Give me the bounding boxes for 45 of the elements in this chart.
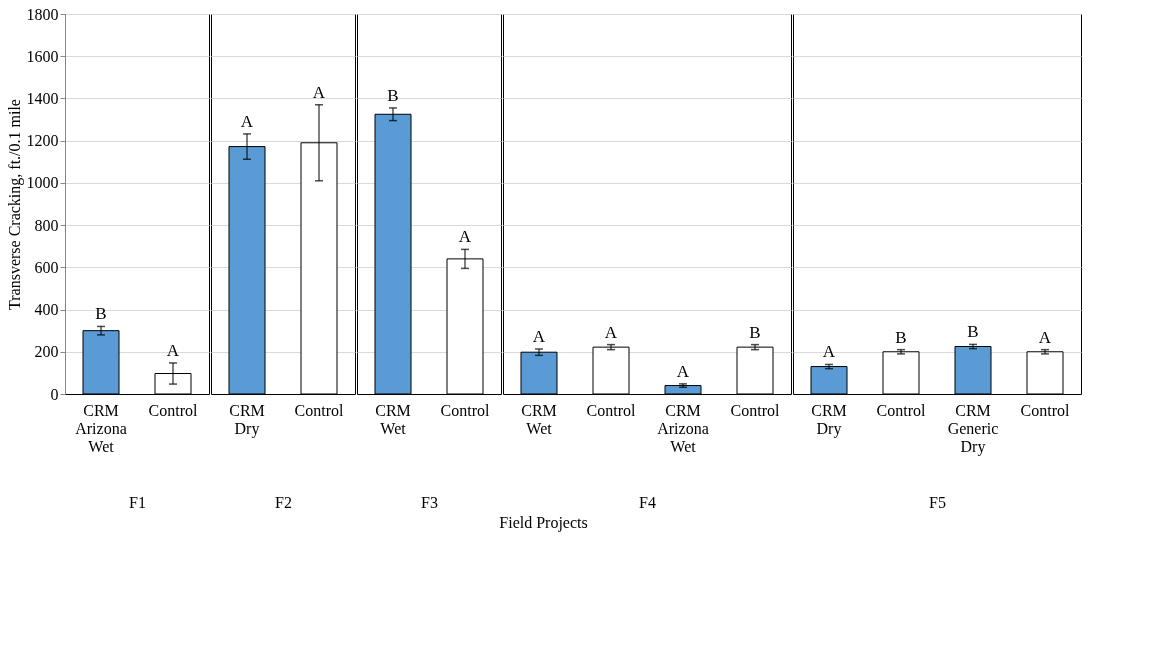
- x-tick-label: CRM Dry: [229, 401, 265, 438]
- data-label: B: [967, 322, 979, 342]
- x-tick-label: Control: [1020, 401, 1070, 419]
- x-tick-label: CRM Arizona Wet: [657, 401, 709, 455]
- data-label: A: [458, 227, 472, 247]
- x-axis-title: F1: [129, 493, 146, 511]
- y-tick-label: 1400: [26, 89, 59, 107]
- x-tick-label: Control: [876, 401, 926, 419]
- data-label: B: [387, 85, 399, 105]
- data-label: A: [822, 342, 836, 362]
- x-tick-label: CRM Arizona Wet: [75, 401, 127, 455]
- x-tick-label: Control: [294, 401, 344, 419]
- data-label: A: [1038, 327, 1052, 347]
- y-tick-label: 1200: [26, 132, 59, 150]
- y-tick-label: 1000: [26, 174, 59, 192]
- data-label: A: [240, 111, 254, 131]
- data-label: A: [166, 340, 180, 360]
- data-label: A: [532, 327, 546, 347]
- y-tick-label: 800: [34, 216, 59, 234]
- x-tick-label: CRM Dry: [811, 401, 847, 438]
- y-axis-title: Transverse Cracking, ft./0.1 mile: [5, 99, 24, 310]
- data-label: A: [312, 82, 326, 102]
- x-tick-label: Control: [440, 401, 490, 419]
- x-tick-label: CRM Wet: [521, 401, 557, 437]
- data-label: A: [676, 361, 690, 381]
- y-tick-label: 1600: [26, 47, 59, 65]
- data-label: B: [749, 322, 761, 342]
- x-axis-title: F3: [421, 493, 438, 511]
- data-label: B: [95, 304, 107, 324]
- x-axis-title: F5: [929, 493, 946, 511]
- x-tick-label: Control: [586, 401, 636, 419]
- x-tick-label: CRM Wet: [375, 401, 411, 437]
- text: Field Projects: [499, 513, 588, 532]
- x-tick-label: Control: [730, 401, 780, 419]
- y-tick-label: 400: [34, 301, 59, 319]
- y-tick-label: 200: [34, 343, 59, 361]
- data-label: B: [895, 327, 907, 347]
- y-tick-label: 0: [50, 385, 59, 403]
- y-tick-label: 1800: [26, 5, 59, 23]
- data-label: A: [604, 322, 618, 342]
- x-axis-title: F4: [639, 493, 656, 511]
- x-tick-label: CRM Generic Dry: [947, 401, 999, 456]
- y-tick-label: 600: [34, 258, 59, 276]
- x-axis-title: F2: [275, 493, 292, 511]
- x-tick-label: Control: [148, 401, 198, 419]
